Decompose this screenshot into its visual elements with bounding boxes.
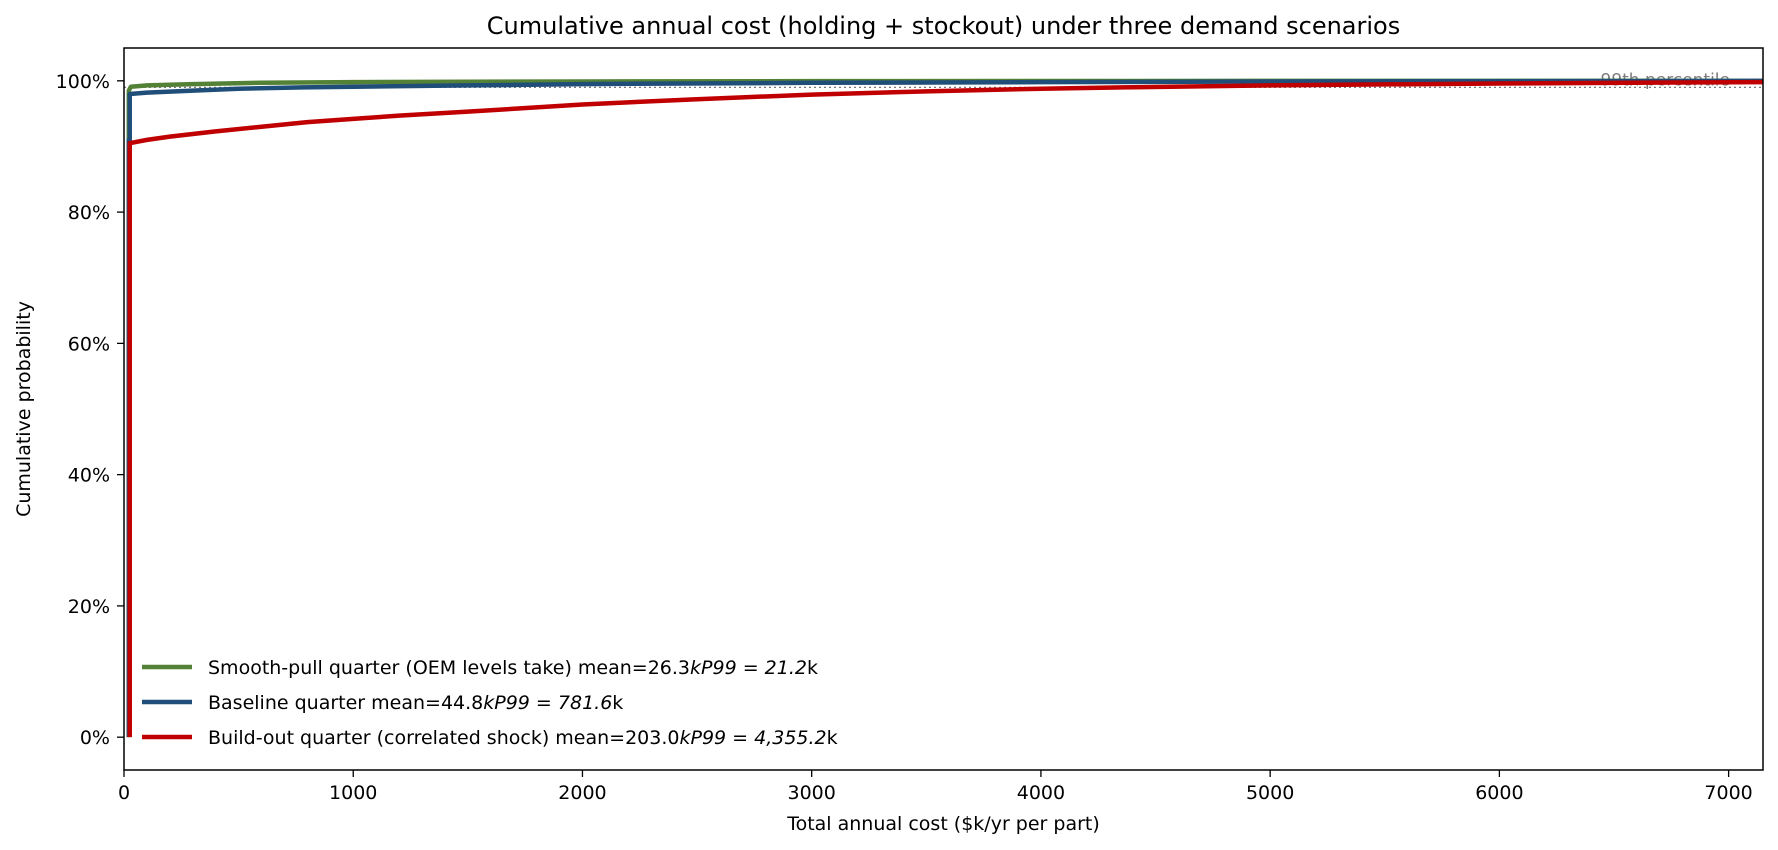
series-layer — [126, 78, 1764, 738]
chart-title: Cumulative annual cost (holding + stocko… — [487, 12, 1400, 40]
y-tick-label: 20% — [68, 596, 110, 618]
legend-label-baseline: Baseline quarter mean=44.8kP99 = 781.6k — [208, 692, 623, 714]
x-tick-label: 6000 — [1475, 782, 1523, 804]
y-axis-label: Cumulative probability — [13, 301, 35, 517]
x-tick-label: 1000 — [329, 782, 377, 804]
y-tick-label: 100% — [56, 71, 110, 93]
x-axis-label: Total annual cost ($k/yr per part) — [786, 813, 1100, 835]
legend: Smooth-pull quarter (OEM levels take) me… — [142, 657, 838, 749]
y-tick-label: 60% — [68, 333, 110, 355]
y-tick-label: 40% — [68, 465, 110, 487]
y-tick-label: 0% — [80, 727, 110, 749]
series-line-smooth-pull — [126, 78, 1764, 738]
x-tick-label: 3000 — [788, 782, 836, 804]
x-tick-label: 2000 — [558, 782, 606, 804]
legend-label-build-out: Build-out quarter (correlated shock) mea… — [208, 727, 838, 749]
series-line-baseline — [126, 78, 1764, 738]
series-line-build-out — [127, 79, 1764, 738]
x-tick-label: 4000 — [1017, 782, 1065, 804]
x-tick-label: 5000 — [1246, 782, 1294, 804]
axes: 0 1000 2000 3000 4000 5000 6000 7000 0% 20% 40% 60%… — [56, 47, 1764, 804]
axes-frame — [123, 47, 1764, 771]
y-tick-label: 80% — [68, 202, 110, 224]
x-tick-label: 0 — [118, 782, 130, 804]
x-tick-label: 7000 — [1704, 782, 1752, 804]
legend-label-smooth-pull: Smooth-pull quarter (OEM levels take) me… — [208, 657, 818, 679]
